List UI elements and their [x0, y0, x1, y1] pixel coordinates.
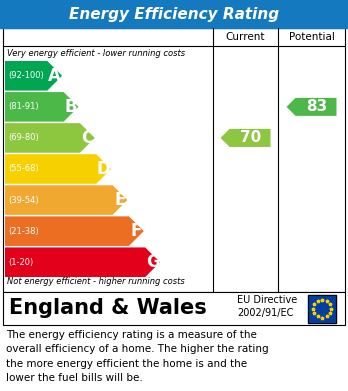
Bar — [3, 28, 345, 292]
Text: (92-100): (92-100) — [8, 71, 44, 80]
Polygon shape — [5, 248, 160, 277]
Polygon shape — [5, 92, 78, 122]
Text: The energy efficiency rating is a measure of the
overall efficiency of a home. T: The energy efficiency rating is a measur… — [6, 330, 269, 383]
Text: Energy Efficiency Rating: Energy Efficiency Rating — [69, 7, 279, 22]
Polygon shape — [5, 185, 127, 215]
Bar — [0, 0, 348, 28]
Polygon shape — [5, 61, 62, 91]
Text: (55-68): (55-68) — [8, 165, 39, 174]
Text: (21-38): (21-38) — [8, 227, 39, 236]
Text: F: F — [130, 222, 142, 240]
Text: England & Wales: England & Wales — [9, 298, 207, 319]
Polygon shape — [5, 154, 111, 184]
Text: 83: 83 — [306, 99, 327, 114]
Text: 70: 70 — [240, 131, 261, 145]
Polygon shape — [5, 123, 95, 153]
Text: Potential: Potential — [288, 32, 334, 42]
Text: Very energy efficient - lower running costs: Very energy efficient - lower running co… — [7, 50, 185, 59]
Text: D: D — [97, 160, 111, 178]
Bar — [308, 294, 336, 323]
Text: (69-80): (69-80) — [8, 133, 39, 142]
Text: (39-54): (39-54) — [8, 196, 39, 204]
Polygon shape — [5, 216, 144, 246]
Bar — [3, 292, 345, 325]
Text: B: B — [65, 98, 77, 116]
Text: A: A — [48, 67, 61, 85]
Text: EU Directive
2002/91/EC: EU Directive 2002/91/EC — [237, 295, 297, 318]
Text: C: C — [81, 129, 94, 147]
Text: E: E — [114, 191, 126, 209]
Polygon shape — [286, 98, 337, 116]
Text: (81-91): (81-91) — [8, 102, 39, 111]
Text: (1-20): (1-20) — [8, 258, 33, 267]
Polygon shape — [221, 129, 270, 147]
Bar — [308, 294, 336, 323]
Text: G: G — [146, 253, 159, 271]
Text: Not energy efficient - higher running costs: Not energy efficient - higher running co… — [7, 278, 185, 287]
Text: Current: Current — [226, 32, 265, 42]
